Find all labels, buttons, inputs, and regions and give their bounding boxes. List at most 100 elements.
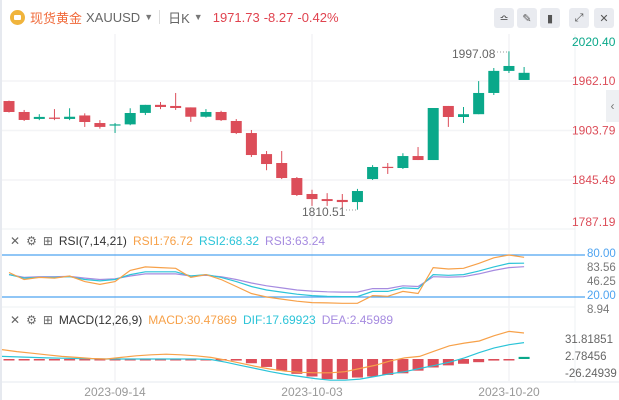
period-selector[interactable]: 日K	[168, 10, 190, 26]
rsi2-value: RSI2:68.32	[198, 234, 260, 248]
add-icon[interactable]: ⊞	[42, 234, 53, 248]
chevron-down-icon[interactable]: ▼	[144, 12, 154, 22]
macd-histogram-bar	[261, 359, 273, 367]
price-axis-label: 1787.19	[572, 215, 616, 229]
rsi3-line	[8, 266, 525, 293]
date-label: 2023-10-03	[281, 385, 343, 399]
close-icon: ✕	[599, 12, 609, 25]
symbol-selector[interactable]: XAUUSD	[86, 9, 141, 25]
close-icon[interactable]: ✕	[10, 234, 21, 248]
candle-body	[109, 124, 121, 126]
macd-histogram-bar	[79, 359, 91, 361]
macd-histogram-bar	[276, 359, 288, 371]
instrument-name: 现货黄金	[30, 10, 83, 26]
macd-histogram-bar	[94, 359, 106, 361]
macd-histogram-bar	[427, 359, 439, 368]
candle-body	[306, 193, 318, 200]
close-button[interactable]: ✕	[594, 8, 614, 28]
settings-icon[interactable]: ⚙	[26, 313, 37, 327]
price-axis-label: 2020.40	[572, 35, 616, 49]
candle-body	[291, 178, 303, 196]
macd-histogram-bar	[306, 359, 318, 377]
expand-button[interactable]: ⤢	[569, 8, 589, 28]
candle-body	[473, 92, 485, 115]
candle-body	[503, 65, 515, 71]
candle-body	[94, 123, 106, 127]
candle-body	[397, 156, 409, 169]
dea-value: DEA:2.45989	[321, 313, 394, 327]
candle-body	[518, 72, 530, 80]
divider	[159, 10, 161, 24]
macd-histogram-bar	[367, 359, 379, 377]
macd-value: MACD:30.47869	[148, 313, 237, 327]
price-axis-label: 1903.79	[572, 123, 616, 137]
macd-histogram-bar	[336, 359, 348, 380]
candle-body	[488, 70, 500, 93]
macd-histogram-bar	[170, 359, 182, 361]
chevron-down-icon[interactable]: ▼	[193, 12, 203, 22]
chevron-left-icon: ‹	[610, 99, 615, 113]
macd-histogram-bar	[48, 359, 60, 361]
candle-body	[18, 111, 30, 120]
macd-histogram-bar	[488, 359, 500, 361]
macd-histogram-bar	[458, 359, 469, 364]
candle-style-button[interactable]: ▮	[540, 8, 560, 28]
macd-histogram-bar	[33, 359, 45, 361]
price-axis-label: 1962.10	[572, 74, 616, 88]
candle-body	[367, 166, 379, 180]
rsi-axis-label: 83.56	[587, 262, 616, 274]
rsi1-value: RSI1:76.72	[132, 234, 193, 248]
macd-axis-label: 2.78456	[565, 351, 607, 363]
draw-button[interactable]: ✎	[517, 8, 537, 28]
candle-body	[79, 115, 91, 123]
macd-histogram-bar	[109, 359, 121, 361]
candle-body	[139, 104, 151, 113]
macd-axis-label: -26.24939	[565, 368, 617, 380]
candle-body	[412, 156, 424, 161]
collapse-axis-button[interactable]: ‹	[606, 90, 619, 122]
last-price: 1971.73	[212, 9, 260, 25]
macd-histogram-bar	[18, 359, 30, 361]
macd-histogram-bar	[185, 359, 197, 361]
date-label: 2023-09-14	[84, 385, 146, 399]
candle-body	[124, 113, 136, 125]
candle-body	[48, 117, 60, 119]
candle-body	[64, 116, 76, 119]
macd-histogram-bar	[473, 359, 485, 363]
low-price-label: 1810.51	[302, 205, 346, 219]
dif-value: DIF:17.69923	[242, 313, 316, 327]
rsi-header: ✕ ⚙ ⊞ RSI(7,14,21) RSI1:76.72 RSI2:68.32…	[10, 234, 325, 248]
macd-histogram-bar	[351, 359, 363, 378]
rsi3-value: RSI3:63.24	[265, 234, 326, 248]
candle-body	[351, 191, 363, 203]
close-icon[interactable]: ✕	[10, 313, 21, 327]
settings-icon[interactable]: ⚙	[26, 234, 37, 248]
rsi-title: RSI(7,14,21)	[58, 234, 127, 248]
macd-histogram-bar	[518, 356, 530, 359]
macd-histogram-bar	[155, 359, 166, 361]
macd-histogram-bar	[245, 359, 257, 364]
macd-histogram-bar	[230, 359, 242, 361]
candle-body	[33, 116, 45, 119]
candle-body	[261, 154, 273, 165]
macd-axis-label: 31.81851	[565, 334, 613, 346]
rsi-axis-label: 8.94	[587, 304, 610, 316]
candle-body	[382, 166, 394, 169]
macd-histogram-bar	[124, 359, 136, 361]
rsi1-line	[8, 254, 525, 304]
indicator-button[interactable]: ≏	[494, 8, 514, 28]
add-icon[interactable]: ⊞	[42, 313, 53, 327]
candle-body	[276, 163, 288, 179]
macd-histogram-bar	[382, 359, 394, 375]
candle-body	[185, 107, 197, 117]
pencil-icon: ✎	[522, 12, 532, 25]
chart-header: 现货黄金 XAUUSD ▼ 日K ▼ 1971.73 -8.27 -0.42%	[0, 0, 619, 34]
rsi-axis-label: 20.00	[587, 290, 616, 302]
expand-icon: ⤢	[574, 11, 584, 24]
macd-histogram-bar	[291, 359, 303, 374]
line-chart-icon: ≏	[499, 12, 509, 25]
candle-body	[458, 114, 469, 117]
candle-body	[442, 105, 454, 117]
candle-body	[155, 104, 166, 107]
